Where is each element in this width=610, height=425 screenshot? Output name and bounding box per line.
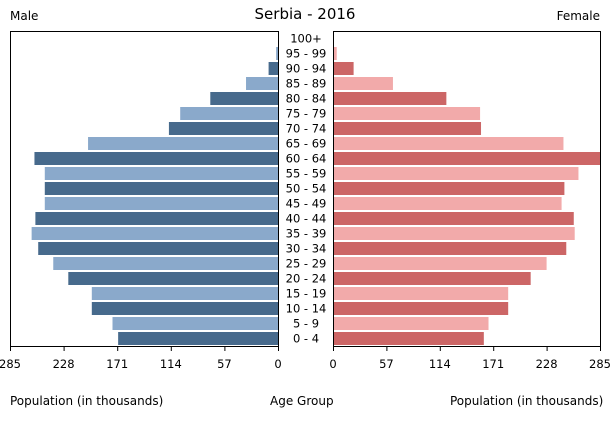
bar-male-3 [91,287,279,300]
tick-label-male-2: 171 [106,357,128,371]
bar-female-17 [333,77,393,90]
tick-label-female-1: 228 [536,357,558,371]
bar-male-8 [35,212,279,225]
tick-label-male-3: 114 [160,357,182,371]
age-label-8: 40 - 44 [286,212,327,226]
bar-male-14 [168,122,278,135]
bar-female-9 [333,197,562,210]
age-label-0: 0 - 4 [293,332,319,346]
age-label-13: 65 - 69 [286,137,327,151]
bar-male-0 [118,332,278,345]
age-label-9: 45 - 49 [286,197,327,211]
male-label: Male [10,9,39,23]
age-label-7: 35 - 39 [286,227,327,241]
bar-female-8 [333,212,574,225]
bar-male-15 [180,107,278,120]
tick-label-male-1: 228 [53,357,75,371]
bar-female-1 [333,317,489,330]
age-label-14: 70 - 74 [286,122,327,136]
tick-label-female-4: 57 [379,357,394,371]
age-label-5: 25 - 29 [286,257,327,271]
bar-female-2 [333,302,509,315]
bar-male-7 [31,227,279,240]
tick-label-female-3: 114 [429,357,451,371]
age-label-17: 85 - 89 [286,77,327,91]
bar-female-4 [333,272,531,285]
axis-ticks: 285 285 228 228 171 171 114 114 57 57 0 0 [0,346,610,371]
age-label-4: 20 - 24 [286,272,327,286]
female-label: Female [556,9,600,23]
bar-male-11 [44,167,278,180]
bar-female-7 [333,227,575,240]
tick-label-male-4: 57 [217,357,232,371]
tick-label-female-2: 171 [482,357,504,371]
male-bars [31,47,279,345]
bar-female-19 [333,47,337,60]
bar-male-12 [34,152,278,165]
x-axis-label-male: Population (in thousands) [10,394,164,408]
age-label-6: 30 - 34 [286,242,327,256]
bar-female-6 [333,242,567,255]
x-axis-label-female: Population (in thousands) [450,394,604,408]
age-label-2: 10 - 14 [286,302,327,316]
age-label-18: 90 - 94 [286,62,327,76]
age-label-15: 75 - 79 [286,107,327,121]
chart-title: Serbia - 2016 [254,5,356,23]
age-label-1: 5 - 9 [293,317,319,331]
bar-female-15 [333,107,481,120]
bar-female-5 [333,257,547,270]
tick-label-male-0: 285 [0,357,21,371]
age-label-16: 80 - 84 [286,92,327,106]
bar-female-3 [333,287,509,300]
bar-female-18 [333,62,354,75]
bar-female-11 [333,167,579,180]
bar-male-10 [44,182,278,195]
bar-male-9 [44,197,278,210]
bar-male-5 [53,257,279,270]
bar-female-10 [333,182,565,195]
age-label-12: 60 - 64 [286,152,327,166]
x-axis-label-age-group: Age Group [270,394,334,408]
age-label-20: 100+ [290,32,322,46]
bar-female-12 [333,152,600,165]
age-label-10: 50 - 54 [286,182,327,196]
tick-label-female-5: 0 [329,357,336,371]
male-plot-frame [10,31,279,347]
bar-female-16 [333,92,447,105]
age-label-11: 55 - 59 [286,167,327,181]
bar-male-4 [68,272,278,285]
bar-male-13 [88,137,278,150]
bar-male-18 [268,62,278,75]
bar-male-1 [112,317,278,330]
bar-male-19 [276,47,278,60]
bar-male-17 [246,77,278,90]
tick-label-female-0: 285 [589,357,610,371]
female-plot-frame [333,31,601,347]
bar-male-6 [38,242,278,255]
bar-male-2 [91,302,279,315]
bar-female-14 [333,122,482,135]
bar-male-16 [210,92,278,105]
age-label-19: 95 - 99 [286,47,327,61]
age-label-3: 15 - 19 [286,287,327,301]
tick-label-male-5: 0 [274,357,281,371]
axis-frames [10,31,601,347]
female-bars [333,47,600,345]
bar-female-13 [333,137,564,150]
bar-female-0 [333,332,484,345]
